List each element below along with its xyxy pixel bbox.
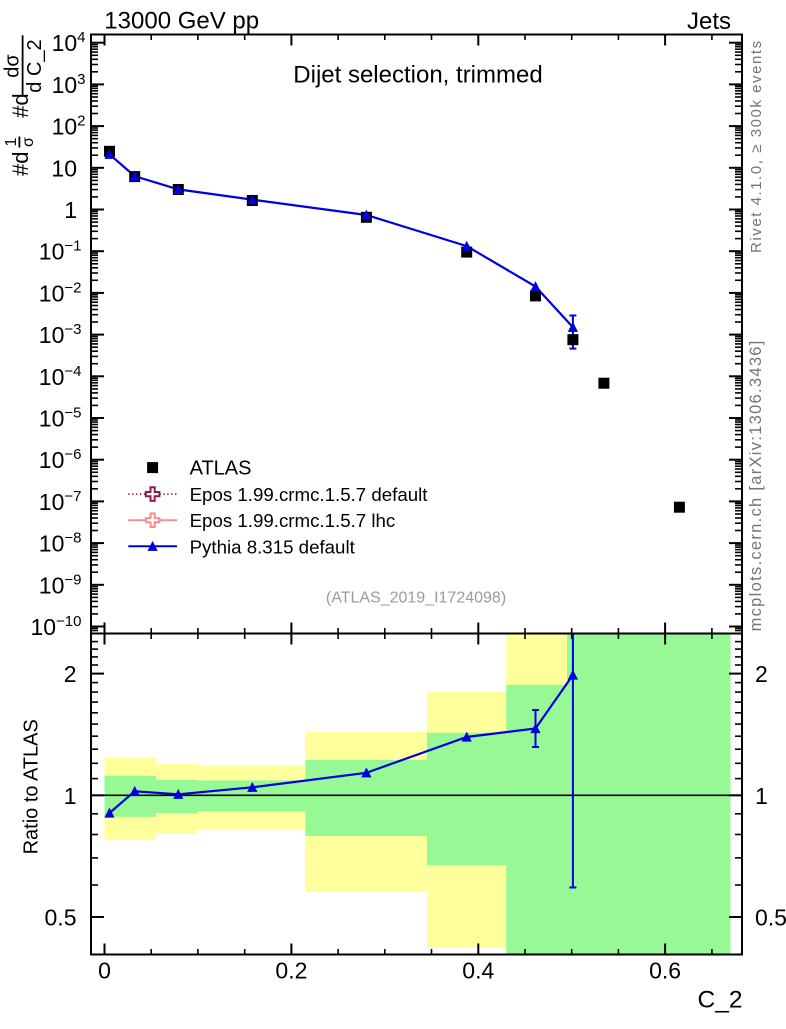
svg-text:#d: #d (8, 152, 33, 176)
svg-text:mcplots.cern.ch [arXiv:1306.34: mcplots.cern.ch [arXiv:1306.3436] (747, 339, 765, 631)
svg-text:ATLAS: ATLAS (190, 458, 252, 480)
svg-text:Dijet selection, trimmed: Dijet selection, trimmed (293, 61, 542, 88)
svg-text:0.5: 0.5 (755, 905, 786, 931)
svg-text:1: 1 (755, 783, 768, 809)
svg-text:#d: #d (8, 93, 33, 117)
svg-text:0.4: 0.4 (462, 958, 494, 984)
svg-text:C_2: C_2 (698, 987, 743, 1014)
svg-text:1: 1 (64, 197, 77, 223)
svg-text:13000 GeV pp: 13000 GeV pp (104, 7, 259, 34)
svg-text:dσ: dσ (1, 54, 23, 78)
svg-text:0.6: 0.6 (649, 958, 681, 984)
svg-text:Epos 1.99.crmc.1.5.7 lhc: Epos 1.99.crmc.1.5.7 lhc (190, 510, 396, 531)
svg-text:(ATLAS_2019_I1724098): (ATLAS_2019_I1724098) (326, 590, 506, 607)
svg-text:σ: σ (20, 137, 37, 147)
svg-text:Jets: Jets (687, 8, 731, 35)
svg-text:1: 1 (3, 137, 20, 146)
svg-text:2: 2 (755, 661, 768, 687)
svg-text:10−6: 10−6 (39, 446, 82, 473)
svg-text:Epos 1.99.crmc.1.5.7 default: Epos 1.99.crmc.1.5.7 default (190, 484, 429, 505)
svg-text:0.5: 0.5 (45, 905, 77, 931)
svg-text:0.2: 0.2 (275, 958, 307, 984)
svg-text:Ratio to ATLAS: Ratio to ATLAS (21, 719, 43, 854)
svg-text:Rivet 4.1.0, ≥ 300k events: Rivet 4.1.0, ≥ 300k events (748, 39, 765, 253)
svg-text:10: 10 (51, 155, 77, 181)
svg-text:Pythia 8.315 default: Pythia 8.315 default (190, 536, 356, 557)
svg-text:2: 2 (64, 661, 77, 687)
svg-text:102: 102 (52, 113, 86, 140)
svg-text:1: 1 (64, 783, 77, 809)
svg-text:0: 0 (98, 958, 111, 984)
svg-text:d C_2: d C_2 (24, 39, 46, 92)
